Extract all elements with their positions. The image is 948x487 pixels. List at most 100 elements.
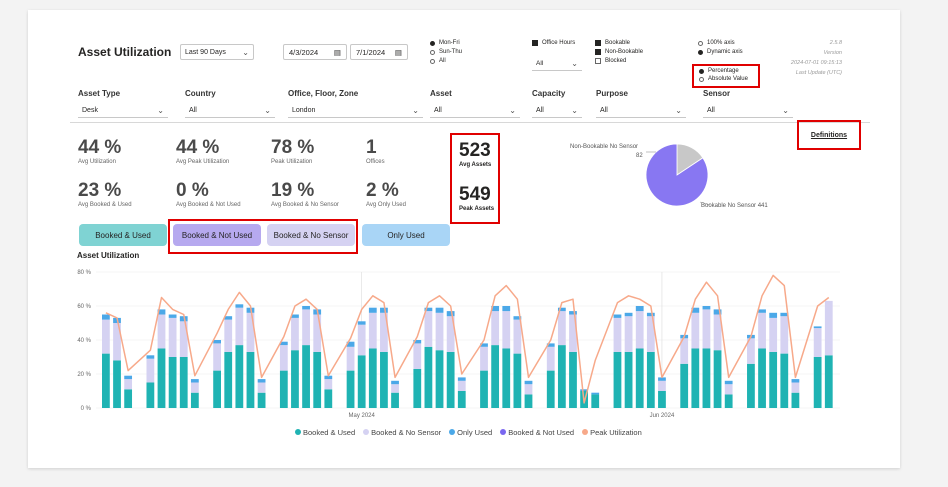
bar-segment[interactable] bbox=[680, 338, 689, 364]
filter-dropdown-2[interactable]: London ⌄ bbox=[288, 104, 423, 118]
definitions-link[interactable]: Definitions bbox=[810, 131, 848, 139]
bar-segment[interactable] bbox=[291, 314, 299, 318]
bookable-checkbox[interactable]: Bookable bbox=[595, 40, 643, 46]
bar-segment[interactable] bbox=[168, 357, 177, 408]
bar-segment[interactable] bbox=[613, 314, 622, 318]
bar-segment[interactable] bbox=[357, 355, 366, 408]
bar-segment[interactable] bbox=[224, 319, 233, 352]
filter-dropdown-1[interactable]: All ⌄ bbox=[185, 104, 275, 118]
bar-segment[interactable] bbox=[613, 351, 622, 408]
bar-segment[interactable] bbox=[780, 312, 789, 317]
office-hours-dropdown[interactable]: All ⌄ bbox=[532, 57, 582, 71]
bar-segment[interactable] bbox=[758, 309, 766, 313]
bar-segment[interactable] bbox=[658, 391, 666, 408]
bar-segment[interactable] bbox=[480, 343, 488, 347]
bar-segment[interactable] bbox=[502, 348, 511, 409]
booked-no-sensor-button[interactable]: Booked & No Sensor bbox=[267, 224, 355, 246]
bar-segment[interactable] bbox=[480, 370, 488, 408]
bar-segment[interactable] bbox=[813, 328, 822, 357]
bar-segment[interactable] bbox=[168, 314, 177, 318]
bar-segment[interactable] bbox=[691, 312, 700, 349]
legend-booked-no-sensor[interactable]: Booked & No Sensor bbox=[363, 428, 441, 437]
bar-segment[interactable] bbox=[569, 314, 577, 352]
bar-segment[interactable] bbox=[646, 312, 655, 317]
bar-segment[interactable] bbox=[324, 379, 333, 390]
legend-only-used[interactable]: Only Used bbox=[449, 428, 492, 437]
bar-segment[interactable] bbox=[646, 351, 655, 408]
bar-segment[interactable] bbox=[346, 341, 355, 347]
bar-segment[interactable] bbox=[635, 311, 644, 349]
bar-segment[interactable] bbox=[279, 341, 288, 346]
bar-segment[interactable] bbox=[613, 317, 622, 352]
bar-segment[interactable] bbox=[113, 323, 121, 361]
bar-segment[interactable] bbox=[646, 316, 655, 352]
bar-segment[interactable] bbox=[491, 311, 500, 346]
bar-segment[interactable] bbox=[491, 345, 500, 408]
bar-segment[interactable] bbox=[446, 311, 455, 317]
bar-segment[interactable] bbox=[791, 379, 800, 383]
bar-segment[interactable] bbox=[302, 309, 310, 346]
bar-segment[interactable] bbox=[769, 351, 778, 408]
bar-segment[interactable] bbox=[235, 304, 244, 308]
filter-dropdown-3[interactable]: All ⌄ bbox=[430, 104, 520, 118]
bar-segment[interactable] bbox=[257, 382, 266, 393]
radio-dynamic-axis[interactable]: Dynamic axis bbox=[698, 49, 743, 55]
bar-segment[interactable] bbox=[302, 345, 310, 408]
radio-mon-fri[interactable]: Mon-Fri bbox=[430, 40, 462, 46]
bar-segment[interactable] bbox=[546, 370, 555, 408]
bar-segment[interactable] bbox=[435, 307, 444, 313]
bar-segment[interactable] bbox=[557, 345, 566, 408]
bar-segment[interactable] bbox=[413, 340, 422, 344]
bar-segment[interactable] bbox=[791, 392, 800, 408]
bar-segment[interactable] bbox=[179, 321, 188, 357]
bar-segment[interactable] bbox=[257, 379, 266, 383]
bar-segment[interactable] bbox=[102, 314, 110, 320]
bar-segment[interactable] bbox=[624, 351, 633, 408]
bar-segment[interactable] bbox=[224, 316, 233, 320]
bar-segment[interactable] bbox=[580, 389, 588, 391]
bar-segment[interactable] bbox=[702, 309, 711, 349]
bar-segment[interactable] bbox=[724, 394, 733, 408]
bar-segment[interactable] bbox=[224, 351, 233, 408]
bar-segment[interactable] bbox=[302, 306, 310, 310]
bar-segment[interactable] bbox=[724, 380, 733, 385]
bar-segment[interactable] bbox=[480, 346, 488, 371]
bar-segment[interactable] bbox=[713, 314, 722, 351]
non-bookable-checkbox[interactable]: Non-Bookable bbox=[595, 49, 643, 55]
bar-segment[interactable] bbox=[190, 382, 199, 393]
bar-segment[interactable] bbox=[124, 375, 133, 380]
bar-segment[interactable] bbox=[235, 345, 244, 408]
bar-segment[interactable] bbox=[635, 306, 644, 312]
bar-segment[interactable] bbox=[391, 384, 399, 393]
bar-segment[interactable] bbox=[157, 348, 166, 409]
peak-utilization-line[interactable] bbox=[105, 274, 830, 404]
bar-segment[interactable] bbox=[747, 338, 755, 364]
bar-segment[interactable] bbox=[502, 306, 511, 312]
bar-segment[interactable] bbox=[368, 307, 377, 313]
bar-segment[interactable] bbox=[769, 312, 778, 318]
bar-segment[interactable] bbox=[513, 319, 522, 354]
bar-segment[interactable] bbox=[502, 311, 511, 349]
bar-segment[interactable] bbox=[368, 312, 377, 349]
bar-segment[interactable] bbox=[591, 392, 600, 395]
radio-sun-thu[interactable]: Sun-Thu bbox=[430, 49, 462, 55]
bar-segment[interactable] bbox=[213, 340, 221, 344]
bar-segment[interactable] bbox=[313, 351, 322, 408]
booked-used-button[interactable]: Booked & Used bbox=[79, 224, 167, 246]
bar-segment[interactable] bbox=[658, 377, 666, 381]
bar-segment[interactable] bbox=[324, 375, 333, 380]
only-used-button[interactable]: Only Used bbox=[362, 224, 450, 246]
bar-segment[interactable] bbox=[113, 360, 121, 408]
pie-slice[interactable] bbox=[645, 143, 709, 207]
bar-segment[interactable] bbox=[513, 316, 522, 320]
bar-segment[interactable] bbox=[146, 358, 155, 383]
bar-segment[interactable] bbox=[446, 316, 455, 352]
bar-segment[interactable] bbox=[157, 314, 166, 349]
radio-absolute-value[interactable]: Absolute Value bbox=[699, 76, 753, 82]
bar-segment[interactable] bbox=[168, 317, 177, 357]
bar-segment[interactable] bbox=[424, 311, 433, 347]
bar-segment[interactable] bbox=[546, 343, 555, 347]
bar-segment[interactable] bbox=[124, 379, 133, 390]
bar-segment[interactable] bbox=[457, 391, 466, 408]
bar-segment[interactable] bbox=[246, 351, 255, 408]
